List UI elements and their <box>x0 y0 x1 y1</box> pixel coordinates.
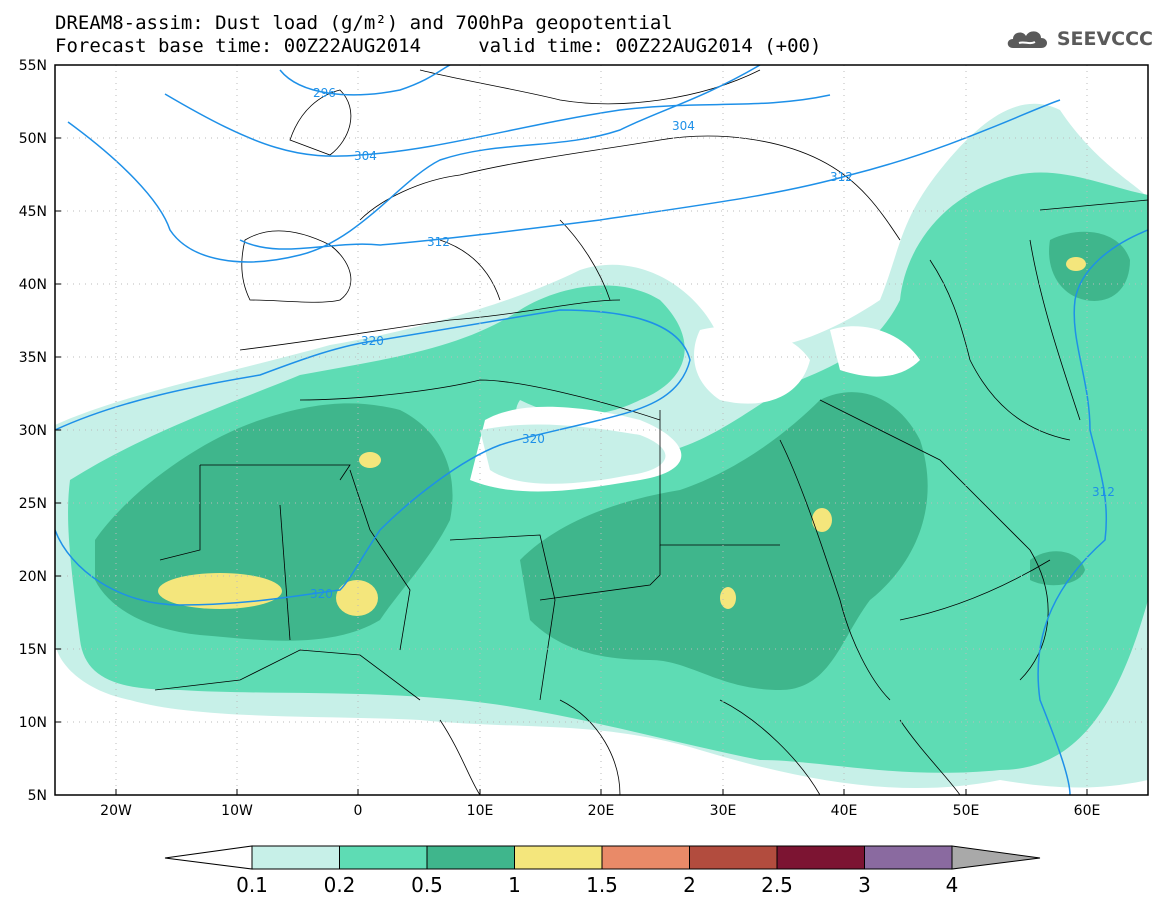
colorbar: 0.1 0.2 0.5 1 1.5 2 2.5 3 4 <box>164 845 1041 897</box>
country-borders <box>154 69 1148 795</box>
colorbar-cell <box>776 845 865 870</box>
colorbar-high-arrow <box>951 845 1041 870</box>
lon-label: 0 <box>354 803 363 819</box>
lon-label: 10E <box>467 803 494 819</box>
gridlines <box>55 65 1148 795</box>
contour-label: 312 <box>427 235 450 249</box>
title-line-2: Forecast base time: 00Z22AUG2014 valid t… <box>55 35 822 57</box>
colorbar-label: 4 <box>946 873 959 897</box>
dust-max-algeria <box>359 452 381 468</box>
dust-max-mali <box>336 580 378 616</box>
lat-label: 10N <box>19 715 47 731</box>
colorbar-cell <box>339 845 428 870</box>
contour-304 <box>67 65 761 263</box>
axis-ticks <box>55 64 1088 795</box>
colorbar-label: 0.5 <box>411 873 443 897</box>
lat-label: 45N <box>19 204 47 220</box>
contour-312 <box>239 99 1061 250</box>
lat-label: 5N <box>28 788 47 804</box>
dust-max-mauritania <box>158 573 282 609</box>
lat-label: 25N <box>19 496 47 512</box>
colorbar-label: 0.2 <box>324 873 356 897</box>
dust-free-area-egypt <box>694 326 810 404</box>
lat-label: 50N <box>19 131 47 147</box>
colorbar-cell <box>514 845 603 870</box>
colorbar-label: 2 <box>683 873 696 897</box>
colorbar-cell <box>864 845 953 870</box>
contour-labels: 296 304 304 312 312 312 320 320 320 <box>310 86 1115 601</box>
contour-label: 296 <box>313 86 336 100</box>
colorbar-cell <box>426 845 515 870</box>
contour-label: 320 <box>361 334 384 348</box>
dust-field-high-central <box>520 392 928 690</box>
contour-label: 304 <box>672 119 695 133</box>
seevccc-logo: SEEVCCC <box>1003 24 1153 54</box>
colorbar-label: 0.1 <box>236 873 268 897</box>
dust-fields <box>55 103 1148 789</box>
latitude-labels: 55N 50N 45N 40N 35N 30N 25N 20N 15N 10N … <box>19 58 47 804</box>
lat-label: 30N <box>19 423 47 439</box>
contour-label: 304 <box>354 149 377 163</box>
colorbar-low-arrow <box>164 845 253 870</box>
lon-label: 20W <box>100 803 132 819</box>
lon-label: 10W <box>221 803 253 819</box>
lon-label: 40E <box>831 803 858 819</box>
dust-max-caspian <box>1066 257 1086 271</box>
contour-label: 312 <box>830 170 853 184</box>
colorbar-label: 3 <box>858 873 871 897</box>
colorbar-label: 1 <box>508 873 521 897</box>
light-area-libya <box>480 424 666 484</box>
lon-label: 20E <box>588 803 615 819</box>
lat-label: 35N <box>19 350 47 366</box>
colorbar-label: 2.5 <box>761 873 793 897</box>
contour-304b <box>164 93 831 157</box>
dust-max-redsea <box>812 508 832 532</box>
lat-label: 55N <box>19 58 47 74</box>
contour-320 <box>55 309 691 606</box>
lat-label: 40N <box>19 277 47 293</box>
lat-label: 15N <box>19 642 47 658</box>
colorbar-label: 1.5 <box>586 873 618 897</box>
dust-max-sudan <box>720 587 736 609</box>
contour-label: 312 <box>1092 485 1115 499</box>
dust-free-area-levant <box>830 326 920 377</box>
geopotential-contours <box>55 65 1148 795</box>
lon-label: 50E <box>953 803 980 819</box>
title-line-1: DREAM8-assim: Dust load (g/m²) and 700hP… <box>55 12 673 34</box>
colorbar-cell <box>251 845 340 870</box>
lat-label: 20N <box>19 569 47 585</box>
logo-text: SEEVCCC <box>1056 28 1153 50</box>
longitude-labels: 20W 10W 0 10E 20E 30E 40E 50E 60E <box>100 803 1100 819</box>
contour-label: 320 <box>522 432 545 446</box>
lon-label: 60E <box>1074 803 1101 819</box>
colorbar-cell <box>689 845 778 870</box>
cloud-icon <box>1007 31 1047 48</box>
lon-label: 30E <box>710 803 737 819</box>
colorbar-cell <box>601 845 690 870</box>
contour-label: 320 <box>310 587 333 601</box>
contour-296 <box>279 65 451 96</box>
contour-312b <box>1037 229 1148 795</box>
